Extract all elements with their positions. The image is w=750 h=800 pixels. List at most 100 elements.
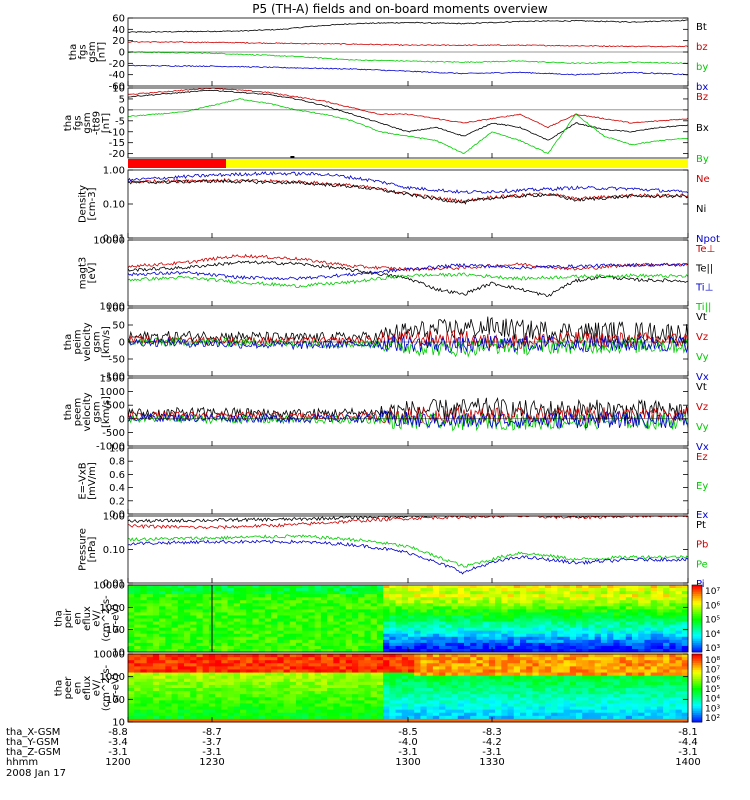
heatmap-cell [215, 675, 222, 680]
heatmap-cell [464, 639, 471, 644]
heatmap-cell [184, 585, 191, 589]
heatmap-cell [532, 678, 540, 683]
heatmap-cell [638, 639, 645, 644]
heatmap-cell [364, 645, 372, 650]
heatmap-cell [152, 697, 160, 701]
heatmap-cell [482, 603, 490, 607]
heatmap-cell [613, 588, 621, 592]
heatmap-cell [569, 718, 577, 723]
heatmap-cell [202, 591, 210, 595]
heatmap-cell [607, 594, 614, 598]
heatmap-cell [414, 639, 421, 644]
x-row-value: -8.1 [678, 727, 698, 738]
heatmap-cell [414, 624, 421, 629]
heatmap-cell [177, 657, 185, 661]
heatmap-cell [644, 684, 652, 689]
heatmap-cell [439, 657, 446, 661]
heatmap-cell [439, 684, 446, 689]
heatmap-cell [656, 621, 664, 626]
heatmap-cell [681, 672, 689, 677]
heatmap-cell [140, 627, 148, 632]
heatmap-cell [389, 591, 397, 595]
heatmap-cell [625, 636, 633, 641]
heatmap-cell [426, 615, 434, 619]
heatmap-cell [146, 585, 154, 589]
heatmap-cell [600, 621, 608, 626]
heatmap-cell [526, 688, 533, 692]
heatmap-cell [358, 657, 365, 661]
heatmap-cell [171, 612, 179, 616]
heatmap-cell [675, 609, 683, 613]
heatmap-cell [663, 639, 670, 644]
heatmap-cell [625, 609, 633, 613]
heatmap-cell [557, 712, 565, 717]
heatmap-cell [302, 697, 309, 701]
heatmap-cell [420, 612, 428, 616]
heatmap-cell [339, 712, 347, 717]
heatmap-cell [488, 678, 496, 683]
heatmap-cell [352, 600, 359, 604]
heatmap-cell [283, 630, 291, 635]
heatmap-cell [576, 642, 583, 647]
heatmap-cell [420, 609, 428, 613]
heatmap-cell [227, 691, 235, 695]
colorbar-label: 10⁵ [705, 685, 720, 695]
heatmap-cell [146, 609, 154, 613]
heatmap-cell [177, 678, 185, 683]
heatmap-cell [625, 603, 633, 607]
heatmap-cell [289, 600, 297, 604]
heatmap-cell [165, 621, 173, 626]
heatmap-cell [650, 684, 658, 689]
heatmap-cell [333, 678, 341, 683]
heatmap-cell [613, 678, 621, 683]
heatmap-cell [420, 642, 428, 647]
heatmap-cell [283, 700, 291, 704]
heatmap-cell [532, 591, 540, 595]
heatmap-cell [246, 618, 253, 623]
heatmap-cell [128, 630, 135, 635]
heatmap-cell [320, 606, 328, 610]
heatmap-cell [675, 684, 683, 689]
heatmap-cell [656, 654, 664, 658]
heatmap-cell [551, 630, 558, 635]
heatmap-cell [420, 621, 428, 626]
heatmap-cell [482, 657, 490, 661]
heatmap-cell [650, 712, 658, 717]
heatmap-cell [358, 706, 365, 711]
heatmap-cell [576, 654, 583, 658]
heatmap-cell [383, 654, 390, 658]
y-tick-label: 20 [112, 36, 125, 47]
heatmap-cell [271, 585, 278, 589]
heatmap-cell [520, 603, 527, 607]
heatmap-cell [345, 688, 353, 692]
heatmap-cell [320, 615, 328, 619]
heatmap-cell [283, 718, 291, 723]
heatmap-cell [240, 663, 247, 667]
x-row-label: tha_Z-GSM [6, 747, 61, 758]
heatmap-cell [271, 684, 278, 689]
heatmap-cell [202, 594, 210, 598]
mode-bar-tick [290, 156, 295, 158]
heatmap-cell [283, 684, 291, 689]
heatmap-cell [632, 606, 639, 610]
heatmap-cell [507, 718, 515, 723]
x-row-value: -3.1 [398, 747, 418, 758]
heatmap-cell [277, 615, 285, 619]
heatmap-cell [513, 697, 521, 701]
heatmap-cell [165, 591, 173, 595]
heatmap-cell [190, 585, 197, 589]
heatmap-cell [445, 654, 453, 658]
heatmap-cell [258, 700, 266, 704]
heatmap-cell [538, 591, 546, 595]
heatmap-cell [464, 688, 471, 692]
heatmap-cell [233, 684, 241, 689]
heatmap-cell [314, 657, 322, 661]
heatmap-cell [339, 603, 347, 607]
heatmap-cell [246, 627, 253, 632]
heatmap-cell [613, 700, 621, 704]
heatmap-cell [283, 703, 291, 708]
heatmap-cell [445, 681, 453, 686]
heatmap-cell [233, 594, 241, 598]
heatmap-cell [401, 621, 409, 626]
heatmap-cell [376, 636, 384, 641]
